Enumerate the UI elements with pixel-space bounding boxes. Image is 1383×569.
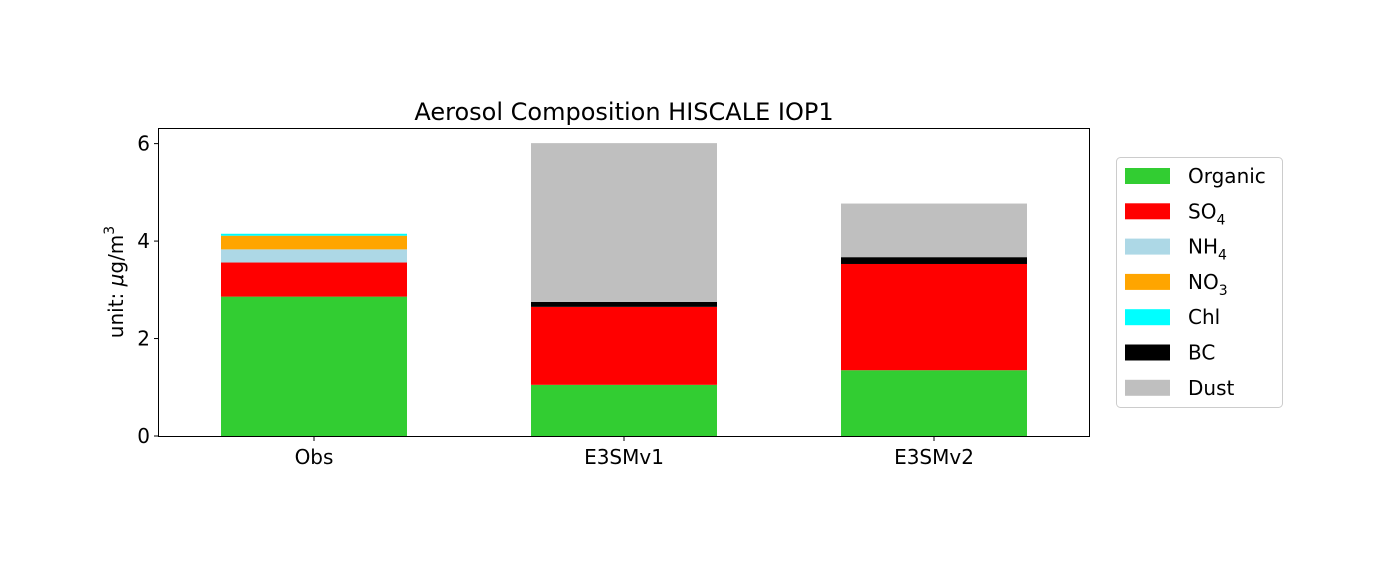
legend-swatch-so4 xyxy=(1125,203,1170,220)
x-tick-label: Obs xyxy=(295,445,334,469)
legend-label-bc: BC xyxy=(1188,341,1215,365)
bar-nh4-obs xyxy=(221,249,407,263)
bar-so4-e3smv2 xyxy=(841,263,1027,371)
y-axis-label-prefix: unit: xyxy=(104,286,128,338)
legend-swatch-chl xyxy=(1125,309,1170,326)
legend-label-chl: Chl xyxy=(1188,305,1220,329)
bar-dust-e3smv1 xyxy=(531,143,717,302)
y-tick-label: 6 xyxy=(137,132,150,156)
legend-swatch-bc xyxy=(1125,344,1170,361)
y-axis-label-unit: g/m xyxy=(104,235,128,274)
legend-swatch-nh4 xyxy=(1125,238,1170,255)
y-tick-label: 0 xyxy=(137,424,150,448)
bar-organic-e3smv1 xyxy=(531,384,717,436)
bar-organic-e3smv2 xyxy=(841,370,1027,436)
bar-so4-e3smv1 xyxy=(531,306,717,385)
legend-swatch-dust xyxy=(1125,379,1170,396)
bar-bc-e3smv2 xyxy=(841,257,1027,264)
x-axis: Obs E3SMv1 E3SMv2 xyxy=(295,436,974,469)
legend-label-dust: Dust xyxy=(1188,376,1234,400)
bar-so4-obs xyxy=(221,262,407,297)
y-tick-label: 4 xyxy=(137,229,150,253)
x-tick-label: E3SMv2 xyxy=(894,445,974,469)
y-axis-label-sup: 3 xyxy=(102,226,118,235)
legend: Organic SO4 NH4 NO3 Chl BC Dust xyxy=(1116,157,1283,408)
x-tick-label: E3SMv1 xyxy=(584,445,664,469)
bar-bc-e3smv1 xyxy=(531,301,717,307)
bar-no3-obs xyxy=(221,235,407,250)
legend-swatch-organic xyxy=(1125,168,1170,184)
legend-swatch-no3 xyxy=(1125,273,1170,290)
y-axis-label: unit: μg/m3 xyxy=(102,226,128,338)
legend-label-nh4: NH4 xyxy=(1188,235,1227,264)
chart-title: Aerosol Composition HISCALE IOP1 xyxy=(414,98,833,126)
legend-label-organic: Organic xyxy=(1188,164,1266,188)
y-axis: 0 2 4 6 xyxy=(137,132,159,448)
y-axis-label-mu: μ xyxy=(104,274,128,288)
y-tick-label: 2 xyxy=(137,327,150,351)
bar-organic-obs xyxy=(221,296,407,436)
legend-label-so4: SO4 xyxy=(1188,199,1225,228)
legend-label-no3: NO3 xyxy=(1188,270,1228,299)
bar-chl-obs xyxy=(221,233,407,236)
bars-group xyxy=(221,143,1027,436)
bar-dust-e3smv2 xyxy=(841,203,1027,258)
